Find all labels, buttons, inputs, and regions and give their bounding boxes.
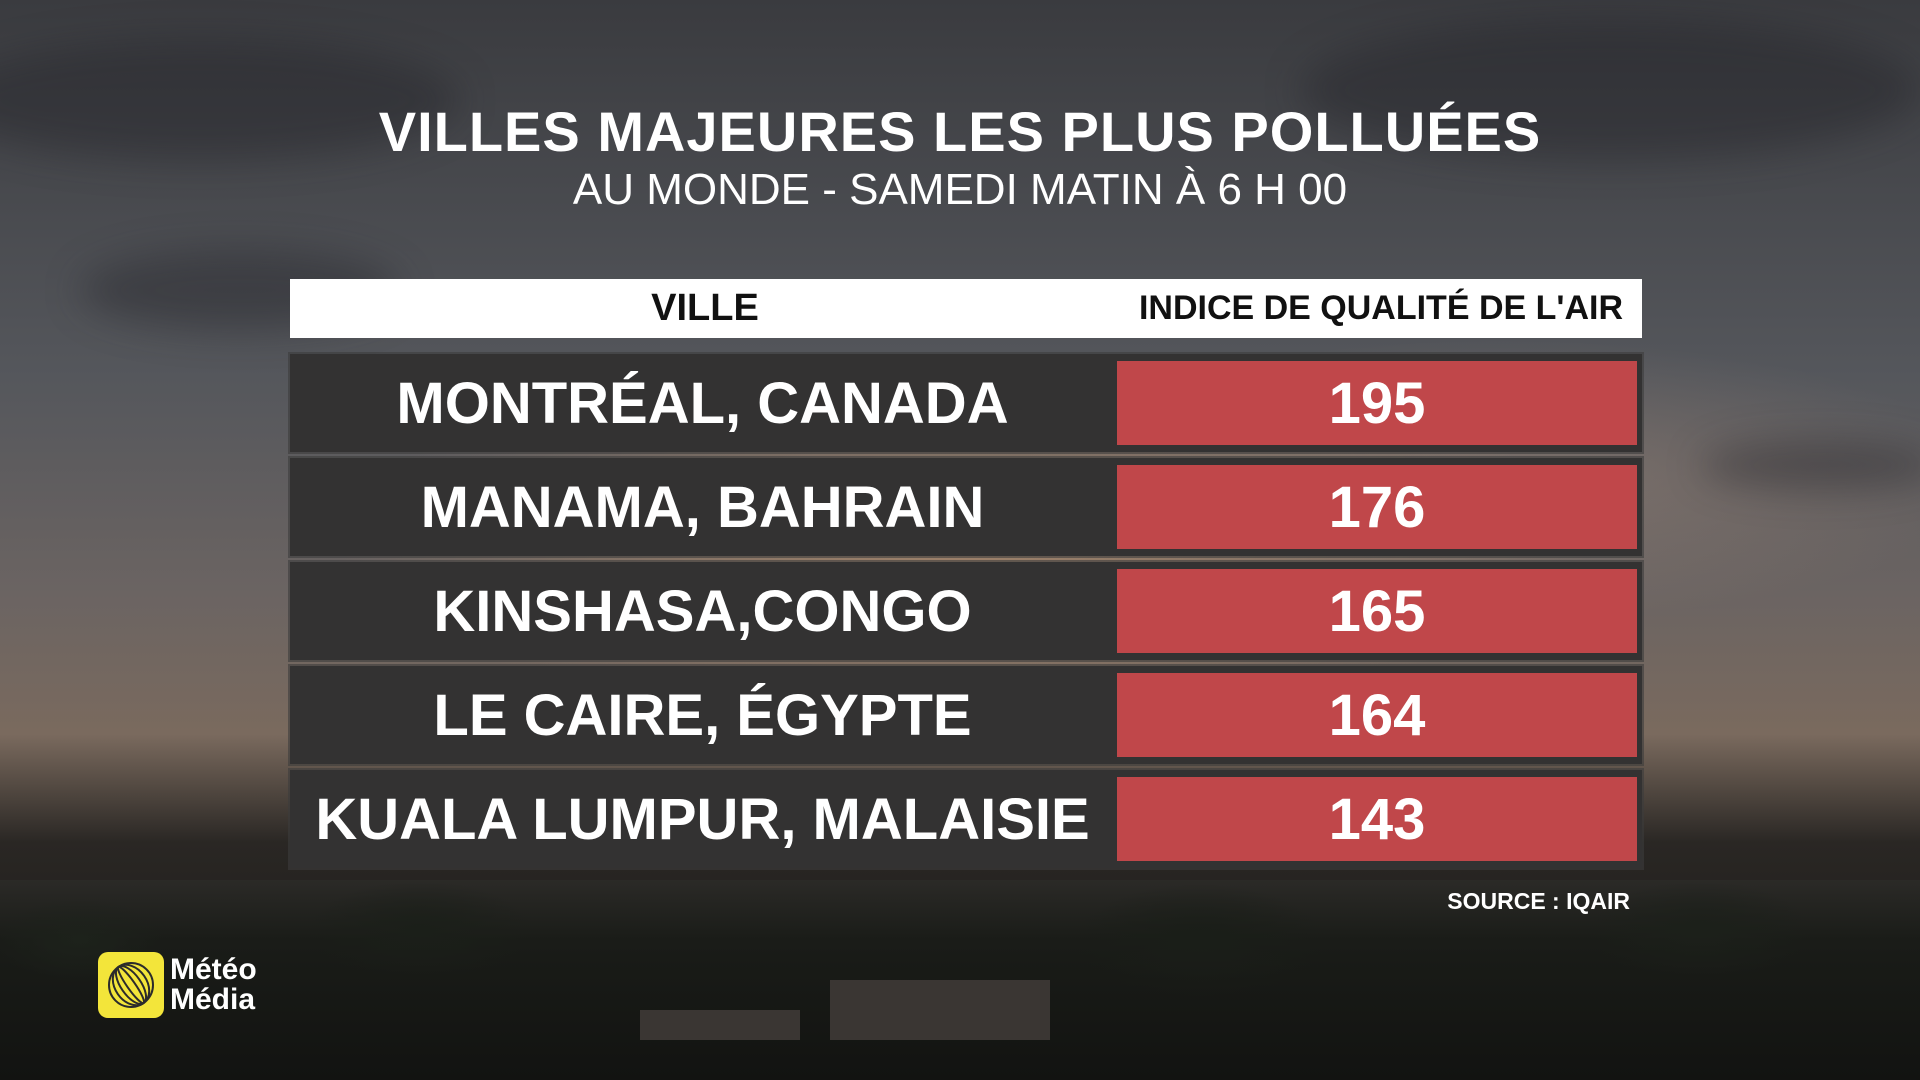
- logo-wordmark: Météo Média: [170, 955, 257, 1015]
- table-row: MANAMA, BAHRAIN 176: [290, 458, 1642, 556]
- column-header-aqi: INDICE DE QUALITÉ DE L'AIR: [1138, 289, 1624, 327]
- logo-line-1: Météo: [170, 953, 257, 986]
- meteomedia-logo: Météo Média: [98, 952, 257, 1018]
- city-cell: KINSHASA,CONGO: [433, 578, 972, 644]
- building: [640, 1010, 800, 1040]
- building: [830, 980, 1050, 1040]
- table-row: KUALA LUMPUR, MALAISIE 143: [290, 770, 1642, 868]
- aqi-table: VILLE INDICE DE QUALITÉ DE L'AIR MONTRÉA…: [290, 279, 1642, 874]
- aqi-cell: 195: [1117, 361, 1637, 445]
- aqi-cell: 165: [1117, 569, 1637, 653]
- city-cell: MANAMA, BAHRAIN: [420, 474, 985, 540]
- table-row: LE CAIRE, ÉGYPTE 164: [290, 666, 1642, 764]
- page-title: VILLES MAJEURES LES PLUS POLLUÉES: [378, 100, 1542, 163]
- table-row: MONTRÉAL, CANADA 195: [290, 354, 1642, 452]
- meteomedia-globe-icon: [98, 952, 164, 1018]
- aqi-cell: 176: [1117, 465, 1637, 549]
- aqi-cell: 164: [1117, 673, 1637, 757]
- cloud: [1700, 440, 1920, 490]
- source-label: SOURCE : IQAIR: [1447, 888, 1630, 914]
- city-cell: LE CAIRE, ÉGYPTE: [433, 682, 972, 748]
- cloud: [1300, 20, 1920, 160]
- logo-line-2: Média: [170, 983, 256, 1016]
- page-subtitle: AU MONDE - SAMEDI MATIN À 6 H 00: [572, 165, 1348, 214]
- table-header: VILLE INDICE DE QUALITÉ DE L'AIR: [290, 279, 1642, 338]
- aqi-cell: 143: [1117, 777, 1637, 861]
- table-body: MONTRÉAL, CANADA 195 MANAMA, BAHRAIN 176…: [290, 354, 1642, 868]
- cloud: [0, 40, 460, 160]
- city-cell: MONTRÉAL, CANADA: [396, 370, 1009, 436]
- column-header-city: VILLE: [651, 287, 759, 329]
- city-cell: KUALA LUMPUR, MALAISIE: [315, 786, 1090, 852]
- table-row: KINSHASA,CONGO 165: [290, 562, 1642, 660]
